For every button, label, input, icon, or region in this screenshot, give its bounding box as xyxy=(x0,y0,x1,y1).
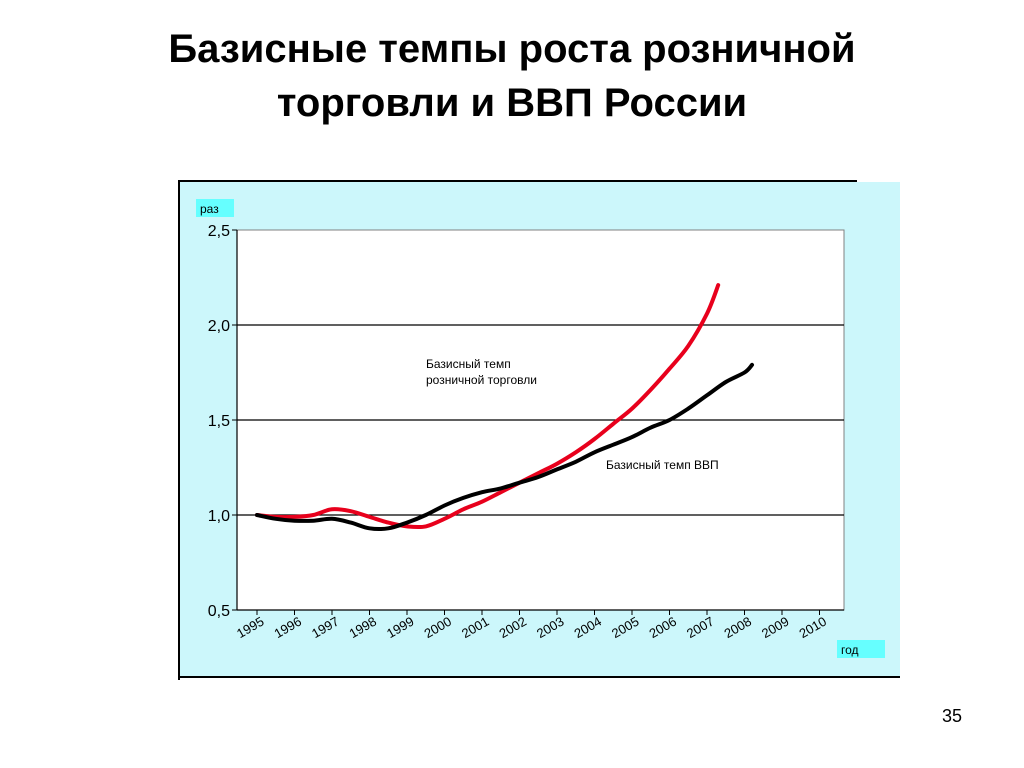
y-unit-label-box xyxy=(196,199,234,217)
y-tick-label-3: 2,0 xyxy=(208,318,230,335)
y-unit-label: раз xyxy=(200,202,219,216)
page-number: 35 xyxy=(941,706,962,726)
grid-lines xyxy=(237,324,844,516)
y-tick-label-0: 0,5 xyxy=(208,603,230,620)
line-chart: раз 0,51,01,52,02,5 1995 1996 1997 1998 1999… xyxy=(178,180,900,680)
slide-title-line-1: Базисные темпы роста розничной xyxy=(168,27,856,71)
gdp-series-annotation: Базисный темп ВВП xyxy=(606,458,719,472)
y-tick-label-2: 1,5 xyxy=(208,413,230,430)
y-tick-label-4: 2,5 xyxy=(208,223,230,240)
chart-frame: раз 0,5 1,0 1,5 2,0 2,5 1995 1996 1997 1998 1999… xyxy=(178,180,902,680)
series-lines xyxy=(255,283,754,532)
x-unit-label-box xyxy=(837,640,885,658)
gdp-line xyxy=(255,362,754,532)
y-tick-label-1: 1,0 xyxy=(208,508,230,525)
retail-series-annotation-line-2: розничной торговли xyxy=(426,373,537,387)
x-unit-label: год xyxy=(841,643,859,657)
y-axis: 0,5 1,0 1,5 2,0 2,5 xyxy=(208,223,238,620)
slide-title: Базисные темпы роста розничной торговли … xyxy=(0,22,1024,130)
slide-title-line-2: торговли и ВВП России xyxy=(276,81,748,125)
retail-series-annotation-line-1: Базисный темп xyxy=(426,357,511,371)
retail-trade-line xyxy=(255,283,721,530)
